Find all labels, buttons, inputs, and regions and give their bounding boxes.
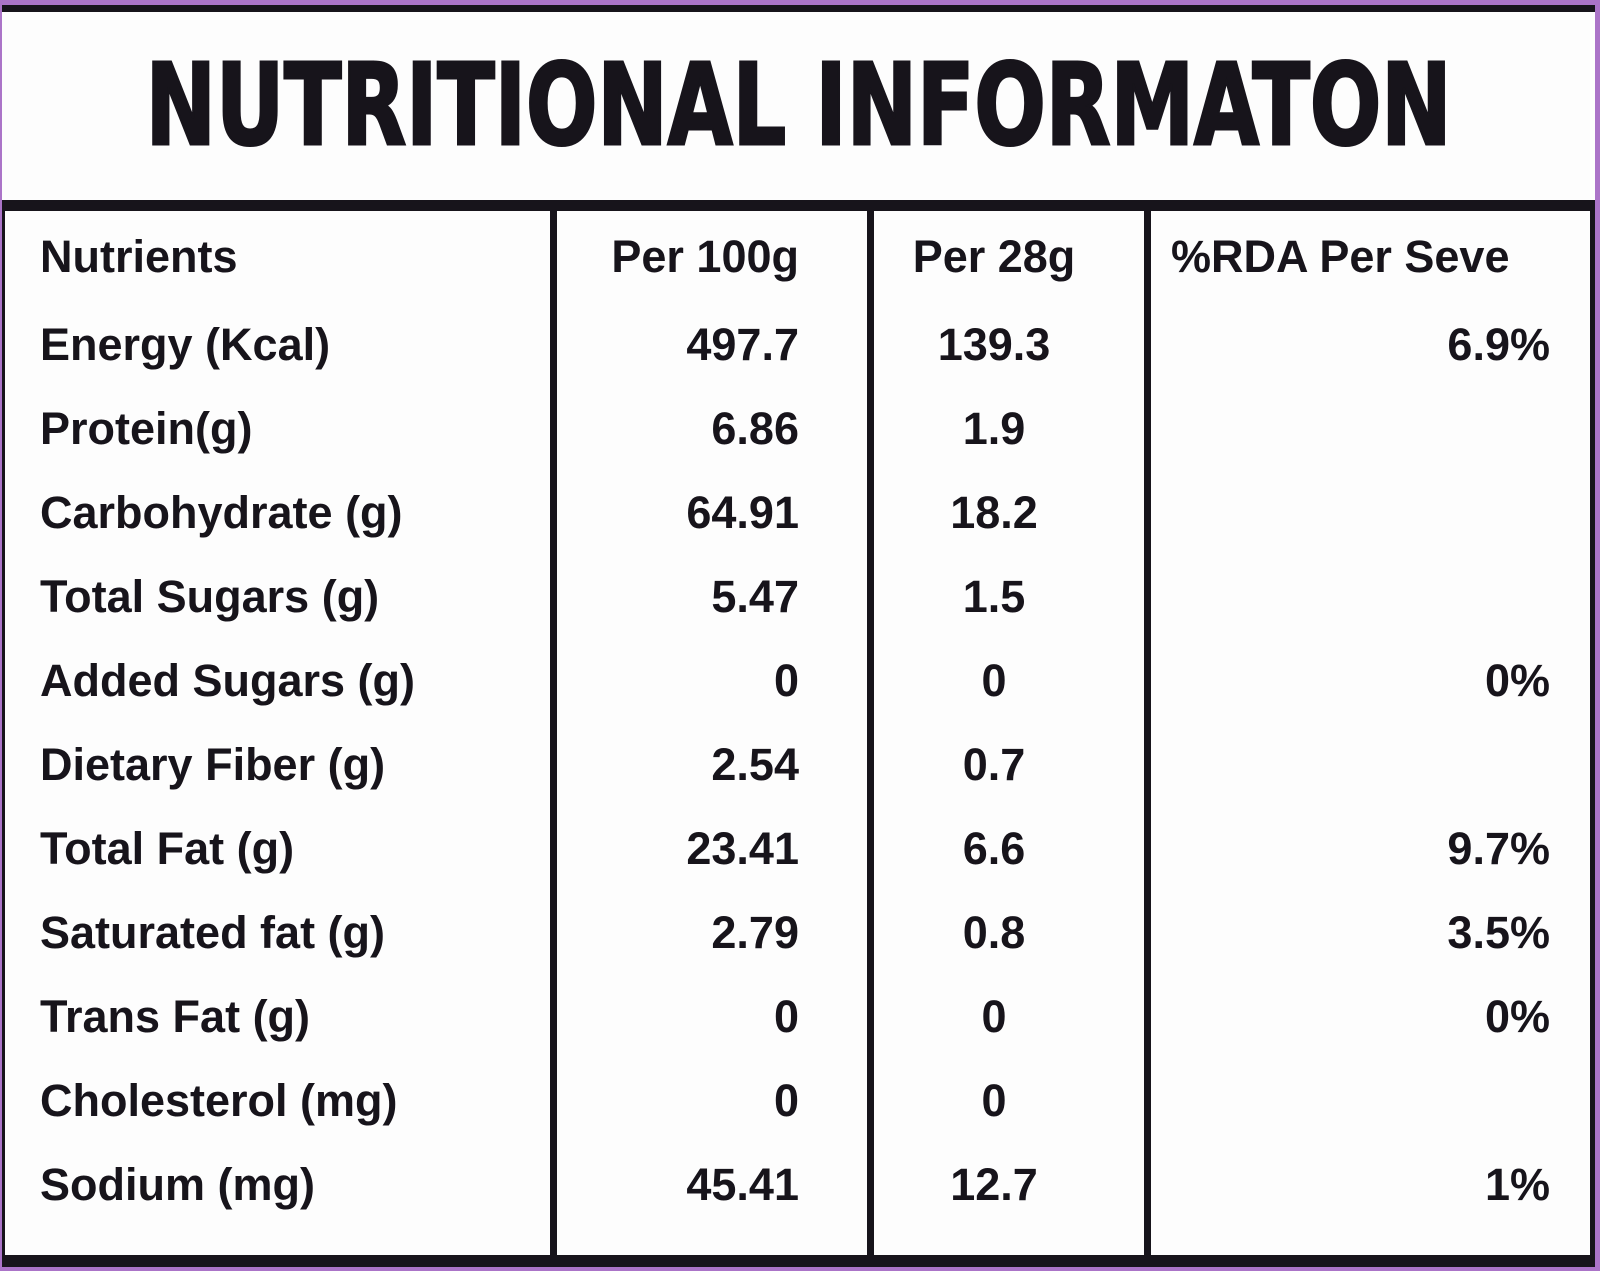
value-rda: 1% — [1144, 1143, 1590, 1227]
spacer-cell — [5, 1227, 550, 1255]
nutrient-name: Trans Fat (g) — [40, 991, 311, 1042]
value-per-28g: 12.7 — [867, 1143, 1144, 1227]
spacer-cell — [1144, 1227, 1590, 1255]
value-per-28g: 0 — [867, 975, 1144, 1059]
nutrient-name: Protein(g) — [40, 403, 253, 454]
value-per-100g: 2.54 — [550, 723, 867, 807]
value-per-28g: 1.5 — [867, 555, 1144, 639]
value-rda: 0% — [1144, 975, 1590, 1059]
value-per-28g: 18.2 — [867, 471, 1144, 555]
column-header-nutrients: Nutrients — [40, 231, 238, 282]
value-per-100g: 23.41 — [550, 807, 867, 891]
nutrient-name: Dietary Fiber (g) — [40, 739, 386, 790]
nutrient-name: Carbohydrate (g) — [40, 487, 403, 538]
nutrient-name: Cholesterol (mg) — [40, 1075, 398, 1126]
value-per-100g: 2.79 — [550, 891, 867, 975]
value-per-100g: 0 — [550, 975, 867, 1059]
nutrient-name: Added Sugars (g) — [40, 655, 416, 706]
value-per-100g: 45.41 — [550, 1143, 867, 1227]
spacer-cell — [867, 1227, 1144, 1255]
value-per-100g: 64.91 — [550, 471, 867, 555]
value-per-100g: 5.47 — [550, 555, 867, 639]
value-per-28g: 0.8 — [867, 891, 1144, 975]
value-rda — [1144, 723, 1590, 807]
value-per-28g: 0 — [867, 1059, 1144, 1143]
nutrient-name: Energy (Kcal) — [40, 319, 331, 370]
nutrition-table-grid: Nutrients Per 100g Per 28g %RDA Per Seve… — [5, 211, 1590, 1255]
column-header-rda-per-serve: %RDA Per Seve — [1144, 211, 1590, 303]
value-per-28g: 1.9 — [867, 387, 1144, 471]
value-per-100g: 497.7 — [550, 303, 867, 387]
label-sheet: NUTRITIONAL INFORMATON Nutrients Per 100… — [2, 5, 1595, 1267]
value-per-28g: 0 — [867, 639, 1144, 723]
value-per-28g: 6.6 — [867, 807, 1144, 891]
title-box: NUTRITIONAL INFORMATON — [2, 5, 1595, 200]
page-title: NUTRITIONAL INFORMATON — [144, 41, 1452, 171]
nutrition-table: Nutrients Per 100g Per 28g %RDA Per Seve… — [2, 200, 1595, 1267]
value-rda: 6.9% — [1144, 303, 1590, 387]
value-rda: 3.5% — [1144, 891, 1590, 975]
value-per-28g: 0.7 — [867, 723, 1144, 807]
nutrient-name: Saturated fat (g) — [40, 907, 386, 958]
value-per-100g: 0 — [550, 639, 867, 723]
value-per-100g: 0 — [550, 1059, 867, 1143]
value-per-100g: 6.86 — [550, 387, 867, 471]
value-rda — [1144, 387, 1590, 471]
column-header-per-100g: Per 100g — [550, 211, 867, 303]
value-rda — [1144, 555, 1590, 639]
value-rda: 0% — [1144, 639, 1590, 723]
spacer-cell — [550, 1227, 867, 1255]
value-rda — [1144, 1059, 1590, 1143]
value-rda: 9.7% — [1144, 807, 1590, 891]
nutrient-name: Total Sugars (g) — [40, 571, 380, 622]
nutrient-name: Sodium (mg) — [40, 1159, 315, 1210]
nutrient-name: Total Fat (g) — [40, 823, 295, 874]
value-per-28g: 139.3 — [867, 303, 1144, 387]
value-rda — [1144, 471, 1590, 555]
column-header-per-28g: Per 28g — [867, 211, 1144, 303]
